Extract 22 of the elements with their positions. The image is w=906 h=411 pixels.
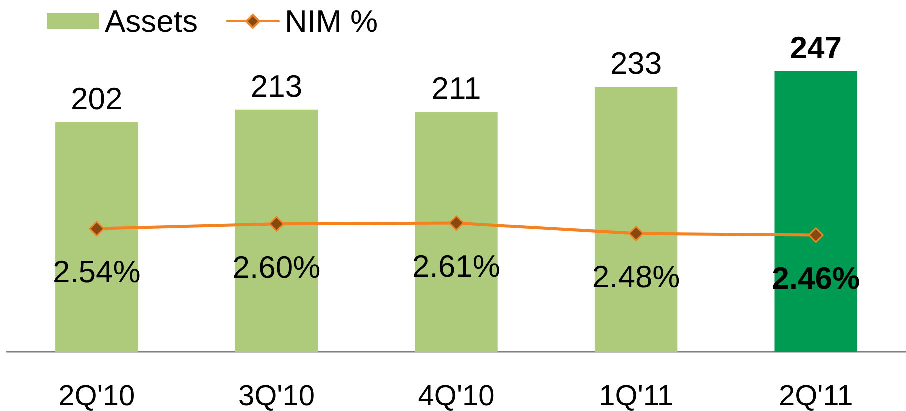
x-tick-label: 1Q'11	[599, 380, 674, 411]
point	[448, 216, 464, 232]
point	[89, 221, 105, 237]
x-tick-label: 4Q'10	[418, 380, 495, 411]
legend-label: NIM %	[285, 4, 378, 39]
data-label: 211	[432, 71, 482, 106]
legend-label: Assets	[105, 4, 198, 39]
bar	[56, 122, 138, 352]
x-tick-label: 3Q'10	[238, 380, 315, 411]
data-label: 247	[790, 30, 842, 66]
data-label: 233	[610, 46, 662, 82]
x-tick-label: 2Q'10	[58, 380, 136, 411]
point	[268, 216, 284, 232]
bar	[774, 71, 858, 352]
bar	[235, 110, 318, 352]
point	[628, 226, 644, 242]
data-label: 202	[71, 81, 123, 116]
bar	[415, 112, 498, 352]
point	[808, 228, 824, 244]
data-label: 213	[250, 68, 303, 104]
bar	[594, 87, 678, 352]
x-tick-label: 2Q'11	[778, 380, 854, 411]
